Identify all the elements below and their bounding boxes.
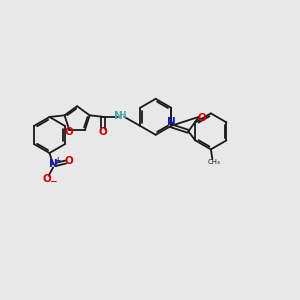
Text: N: N (49, 159, 58, 170)
Text: O: O (64, 156, 73, 167)
Text: N: N (114, 111, 123, 121)
Text: O: O (64, 127, 73, 137)
Text: N: N (167, 117, 176, 127)
Text: O: O (198, 113, 206, 123)
Text: −: − (49, 177, 56, 186)
Text: CH₃: CH₃ (207, 159, 220, 165)
Text: O: O (99, 128, 107, 137)
Text: H: H (118, 111, 126, 120)
Text: O: O (43, 174, 52, 184)
Text: +: + (55, 156, 61, 165)
